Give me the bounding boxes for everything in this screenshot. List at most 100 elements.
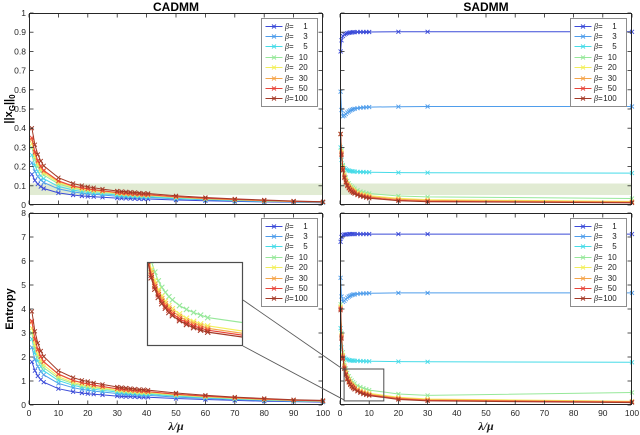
series-line (340, 307, 633, 403)
legend-line-sample (574, 75, 592, 81)
legend-beta-value: 1 (303, 221, 308, 231)
legend-line-sample (574, 254, 592, 260)
legend-entry: β = 50 (574, 284, 623, 293)
ylabel-norm-close: || (2, 98, 15, 106)
legend-equals: = (597, 294, 603, 304)
legend-equals: = (597, 94, 603, 104)
legend-entry: β = 10 (265, 53, 314, 62)
legend-entry: β = 5 (574, 42, 623, 51)
y-tick-label: 7 (21, 232, 26, 242)
legend-beta-value: 20 (298, 263, 308, 273)
legend-entry: β = 50 (265, 284, 314, 293)
x-tick-label: 70 (540, 408, 550, 418)
legend-equals: = (288, 242, 294, 252)
x-tick-label: 60 (510, 408, 520, 418)
legend-beta-symbol: β (285, 242, 289, 252)
x-marker-icon (271, 275, 277, 281)
legend-equals: = (597, 83, 603, 93)
series-markers (338, 305, 635, 404)
legend-line-sample (265, 254, 283, 260)
x-tick-label: 50 (171, 408, 181, 418)
y-tick-label: 0.8 (14, 46, 26, 56)
x-tick-label: 10 (364, 408, 374, 418)
legend-equals: = (597, 252, 603, 262)
legend-line-sample (574, 275, 592, 281)
x-marker-icon (580, 96, 586, 102)
legend-beta-symbol: β (594, 273, 598, 283)
legend-beta-value: 3 (612, 232, 617, 242)
legend-line-sample (265, 296, 283, 302)
legend-line-sample (265, 286, 283, 291)
legend-beta-symbol: β (594, 232, 598, 242)
x-marker-icon (580, 75, 586, 81)
legend-line-sample (574, 234, 592, 239)
x-tick-label: 80 (259, 408, 269, 418)
legend-beta-value: 100 (294, 94, 308, 104)
x-tick-label: 90 (289, 408, 299, 418)
x-marker-icon (271, 244, 277, 250)
legend-entry: β = 30 (265, 74, 314, 83)
legend-entry: β = 10 (574, 53, 623, 62)
legend-beta-symbol: β (594, 242, 598, 252)
series-line (340, 304, 633, 396)
x-tick-label: 20 (83, 408, 93, 418)
x-tick-label: 90 (598, 408, 608, 418)
y-tick-label: 5 (21, 280, 26, 290)
series-markers (338, 304, 635, 404)
legend-equals: = (288, 232, 294, 242)
y-tick-label: 0.4 (14, 123, 26, 133)
legend-beta-symbol: β (285, 42, 289, 52)
legend-line-sample (574, 86, 592, 91)
legend-beta-symbol: β (594, 252, 598, 262)
legend-beta-symbol: β (285, 63, 289, 73)
y-tick-label: 6 (21, 256, 26, 266)
legend-line-sample (574, 286, 592, 291)
x-marker-icon (580, 286, 586, 291)
legend-equals: = (288, 52, 294, 62)
legend-equals: = (288, 94, 294, 104)
legend-line-sample (265, 223, 283, 229)
x-marker-icon (271, 223, 277, 229)
legend-beta-symbol: β (285, 83, 289, 93)
legend-beta-symbol: β (594, 83, 598, 93)
legend-entry: β = 20 (265, 63, 314, 72)
legend-beta-symbol: β (285, 52, 289, 62)
legend-beta-value: 10 (607, 52, 617, 62)
legend-line-sample (265, 275, 283, 281)
legend-entry: β = 1 (265, 222, 314, 231)
legend-line-sample (265, 265, 283, 271)
legend-equals: = (288, 273, 294, 283)
series-markers (338, 145, 635, 176)
x-marker-icon (271, 286, 277, 291)
x-marker-icon (580, 223, 586, 229)
y-tick-label: 0.7 (14, 66, 26, 76)
x-marker-icon (271, 86, 277, 91)
legend-entry: β = 100 (574, 294, 623, 303)
series-markers (338, 325, 635, 365)
axes-box (340, 13, 632, 205)
legend-entry: β = 1 (265, 22, 314, 31)
x-tick-label: 70 (230, 408, 240, 418)
y-tick-label: 0.9 (14, 27, 26, 37)
series-markers (147, 262, 211, 336)
x-marker-icon (271, 254, 277, 260)
legend-equals: = (597, 263, 603, 273)
y-tick-label: 0.6 (14, 85, 26, 95)
legend-entry: β = 50 (265, 84, 314, 93)
legend-entry: β = 3 (265, 232, 314, 241)
legend-entry: β = 5 (265, 42, 314, 51)
x-marker-icon (580, 265, 586, 271)
legend-beta-symbol: β (594, 42, 598, 52)
y-tick-label: 0.5 (14, 104, 26, 114)
legend-beta-value: 100 (603, 294, 617, 304)
legend-equals: = (597, 283, 603, 293)
legend-line-sample (574, 296, 592, 302)
legend-equals: = (288, 42, 294, 52)
legend-cadmm-sparsity: β = 1 β = 3 β = 5 β = 10 β = 20 β = 30 β = 50 β = 100 (261, 18, 318, 107)
legend-entry: β = 1 (574, 222, 623, 231)
inset-connector-line (242, 345, 345, 401)
x-marker-icon (271, 44, 277, 50)
legend-beta-value: 3 (612, 32, 617, 42)
x-marker-icon (271, 296, 277, 302)
legend-line-sample (574, 223, 592, 229)
